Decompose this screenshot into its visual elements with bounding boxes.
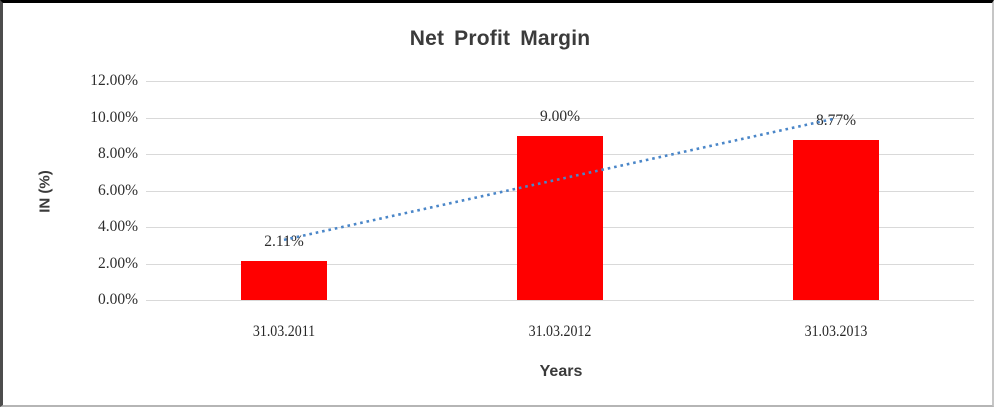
bar-31.03.2012 [517,136,603,300]
gridline [146,300,974,301]
bar-31.03.2011 [241,261,327,300]
x-axis-tick-label: 31.03.2012 [528,323,592,340]
y-axis-tick-label: 10.00% [90,109,138,126]
y-axis-tick-label: 12.00% [90,72,138,89]
y-axis-tick-label: 2.00% [97,255,138,272]
y-axis-tick-label: 6.00% [97,182,138,199]
data-label: 8.77% [815,112,857,129]
y-axis-tick-label: 4.00% [97,218,138,235]
y-axis-tick-label: 8.00% [97,145,138,162]
chart-title: Net Profit Margin [409,27,591,50]
x-axis-tick-label: 31.03.2011 [252,323,316,340]
data-label: 2.11% [264,233,304,250]
x-axis-tick-label: 31.03.2013 [804,323,868,340]
data-label: 9.00% [539,108,581,125]
gridline [146,81,974,82]
x-axis-title: Years [539,363,583,380]
bar-31.03.2013 [793,140,879,300]
y-axis-tick-label: 0.00% [97,291,138,308]
